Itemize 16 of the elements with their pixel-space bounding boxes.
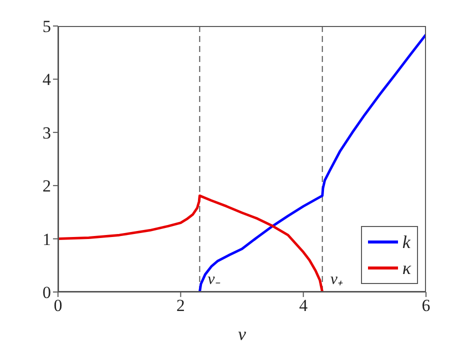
y-tick-label: 0	[42, 283, 51, 302]
legend-label: κ	[402, 257, 411, 280]
ref-line-label: v₊	[330, 271, 344, 288]
x-tick-label: 6	[422, 296, 430, 316]
line-series	[198, 33, 426, 292]
y-tick-label: 3	[42, 123, 51, 142]
ref-line-label: v₋	[208, 271, 221, 288]
x-axis-title: v	[238, 324, 246, 344]
y-tick-label: 5	[42, 17, 51, 36]
x-tick-label: 4	[299, 296, 308, 316]
line-series	[58, 194, 324, 292]
y-tick-label: 2	[42, 176, 51, 196]
y-tick-label: 1	[42, 230, 51, 249]
legend-label: k	[402, 231, 410, 254]
y-tick-label: 4	[42, 70, 52, 90]
x-tick-label: 2	[176, 296, 185, 316]
